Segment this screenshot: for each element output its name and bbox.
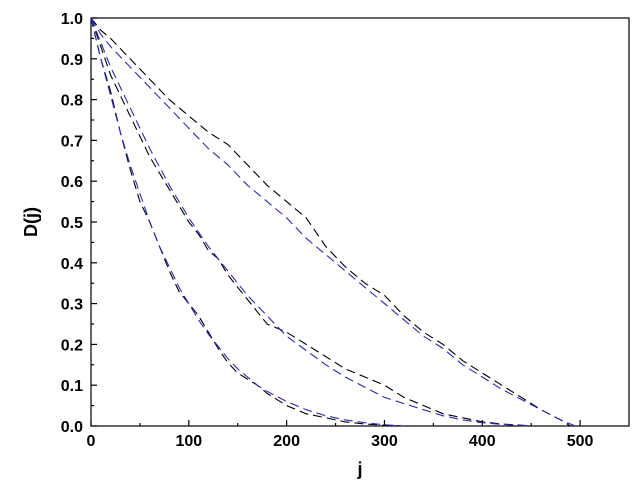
x-tick-label: 200 (273, 433, 300, 450)
y-tick-label: 0.9 (61, 52, 83, 69)
fitted-curve-1 (90, 17, 405, 427)
y-tick-label: 0.0 (61, 419, 83, 436)
x-tick-label: 500 (567, 433, 594, 450)
x-tick-label: 0 (87, 433, 96, 450)
y-tick-label: 0.1 (61, 378, 83, 395)
y-tick-label: 0.2 (61, 337, 83, 354)
y-tick-label: 0.4 (61, 256, 83, 273)
empirical-curve-3 (90, 17, 571, 427)
x-tick-label: 400 (469, 433, 496, 450)
y-tick-labels: 0.0 0.1 0.2 0.3 0.4 0.5 0.6 0.7 0.8 0.9 1.0 (61, 11, 83, 436)
x-tick-labels: 0 100 200 300 400 500 (87, 433, 594, 450)
y-axis-title: D(j) (21, 207, 41, 237)
y-tick-label: 0.6 (61, 174, 83, 191)
y-tick-label: 0.3 (61, 297, 83, 314)
y-tick-label: 0.8 (61, 93, 83, 110)
empirical-curve-1 (90, 17, 405, 427)
x-axis-title: j (356, 459, 362, 479)
x-tick-label: 100 (175, 433, 202, 450)
y-tick-label: 1.0 (61, 11, 83, 28)
empirical-curve-2 (90, 17, 532, 427)
plot-frame (90, 17, 630, 427)
x-tick-label: 300 (371, 433, 398, 450)
y-tick-label: 0.5 (61, 215, 83, 232)
fitted-curve-2 (90, 17, 532, 427)
fitted-curve-3 (90, 17, 576, 427)
data-series (90, 17, 576, 427)
y-tick-label: 0.7 (61, 133, 83, 150)
tick-marks (90, 17, 581, 427)
